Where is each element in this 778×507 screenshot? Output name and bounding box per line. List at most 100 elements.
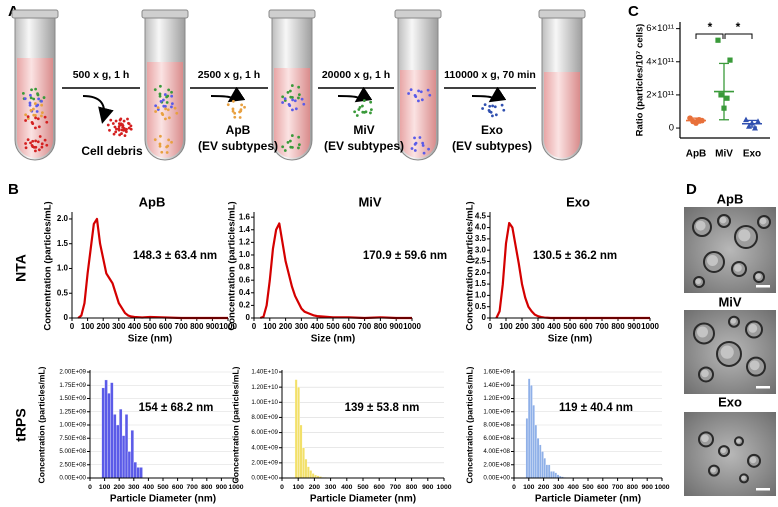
particle <box>161 98 165 102</box>
particle <box>297 143 301 147</box>
particle <box>238 116 242 119</box>
particle <box>21 91 25 95</box>
particle <box>154 110 157 113</box>
particle <box>291 95 294 99</box>
y-axis-label: Concentration (particles/mL) <box>36 366 46 483</box>
y-tick-label: 4.00E+08 <box>483 448 510 455</box>
y-tick-label: 3.5 <box>475 234 487 243</box>
particle <box>232 99 235 103</box>
x-tick-label: 800 <box>406 484 418 491</box>
size-distribution-line <box>77 217 228 320</box>
particle <box>173 106 177 110</box>
y-tick-label: 7.50E+08 <box>59 435 86 442</box>
particle <box>119 123 123 126</box>
particle <box>158 92 162 96</box>
histogram-bar <box>525 418 529 479</box>
y-tick-label: 6×10¹¹ <box>646 23 674 34</box>
x-tick-label: MiV <box>715 149 733 160</box>
y-tick-label: 2.5 <box>475 257 487 266</box>
x-tick-label: 200 <box>538 484 550 491</box>
particle <box>31 107 35 111</box>
particle <box>500 103 504 107</box>
x-tick-label: 1000 <box>228 484 243 491</box>
x-tick-label: 900 <box>422 484 434 491</box>
vesicle-core <box>734 264 742 272</box>
chart-title: MiV <box>358 194 381 209</box>
y-tick-label: 0.00E+00 <box>483 475 510 482</box>
particle <box>164 107 167 111</box>
vesicle-core <box>695 278 701 284</box>
histogram-bar <box>532 404 535 479</box>
x-tick-label: 700 <box>358 322 372 331</box>
x-tick-label: 900 <box>216 484 228 491</box>
particle <box>226 103 230 107</box>
particle <box>170 94 174 98</box>
histogram-bar <box>130 430 134 479</box>
product-note: (EV subtypes) <box>198 139 278 153</box>
particle <box>283 97 287 101</box>
y-tick-label: 1.20E+10 <box>251 384 278 391</box>
particle <box>369 111 372 115</box>
particle <box>491 114 494 118</box>
x-tick-label: 600 <box>374 484 386 491</box>
y-axis-label: Concentration (particles/mL) <box>464 366 474 483</box>
histogram-bar <box>127 451 132 479</box>
size-annotation: 119 ± 40.4 nm <box>559 402 633 414</box>
particle <box>112 132 116 136</box>
x-tick-label: 200 <box>114 484 126 491</box>
particle <box>125 127 128 131</box>
histogram-bar <box>139 467 143 479</box>
particle <box>494 113 498 117</box>
x-tick-label: 1000 <box>403 322 421 331</box>
y-tick-label: 6.00E+09 <box>251 429 278 436</box>
y-tick-label: 2.0 <box>475 268 487 277</box>
y-tick-label: 4.0 <box>475 223 487 232</box>
x-tick-label: 300 <box>295 322 309 331</box>
y-tick-label: 1.00E+10 <box>251 399 278 406</box>
x-axis-label: Size (nm) <box>311 334 355 345</box>
x-tick-label: 0 <box>252 322 257 331</box>
y-tick-label: 1.0 <box>475 291 487 300</box>
particle <box>419 90 423 94</box>
particle <box>291 108 294 112</box>
particle <box>114 130 118 134</box>
particle <box>239 108 243 112</box>
panel-label: B <box>8 181 19 198</box>
particle <box>33 102 37 105</box>
x-axis-label: Particle Diameter (nm) <box>535 494 641 505</box>
scale-bar <box>756 488 770 491</box>
vesicle-core <box>701 434 709 443</box>
particle <box>42 96 46 99</box>
x-tick-label: 1000 <box>436 484 451 491</box>
particle <box>297 93 301 97</box>
x-tick-label: 800 <box>627 484 639 491</box>
x-tick-label: 200 <box>97 322 111 331</box>
row-label: NTA <box>13 254 29 282</box>
particle <box>153 88 157 92</box>
vesicle-core <box>710 467 716 473</box>
data-point <box>746 123 752 129</box>
particle <box>488 104 492 108</box>
y-tick-label: 1.25E+09 <box>59 408 86 415</box>
particle <box>31 122 35 125</box>
vesicle-core <box>695 220 706 231</box>
histogram-bar <box>297 386 300 479</box>
particle <box>127 121 130 125</box>
centrifuge-condition: 500 x g, 1 h <box>73 69 130 81</box>
y-tick-label: 6.00E+08 <box>483 435 510 442</box>
particle <box>32 97 36 101</box>
particle <box>34 113 37 117</box>
row-label: tRPS <box>13 408 29 441</box>
particle <box>114 119 118 123</box>
product-label: MiV <box>353 123 374 137</box>
particle <box>45 120 49 124</box>
size-distribution-line <box>495 221 650 320</box>
particle <box>156 106 160 110</box>
particle <box>37 148 41 152</box>
particle <box>362 99 366 102</box>
particle <box>108 128 111 132</box>
tube-rim <box>141 9 189 19</box>
y-tick-label: 3.0 <box>475 245 487 254</box>
product-label: Cell debris <box>81 144 143 158</box>
